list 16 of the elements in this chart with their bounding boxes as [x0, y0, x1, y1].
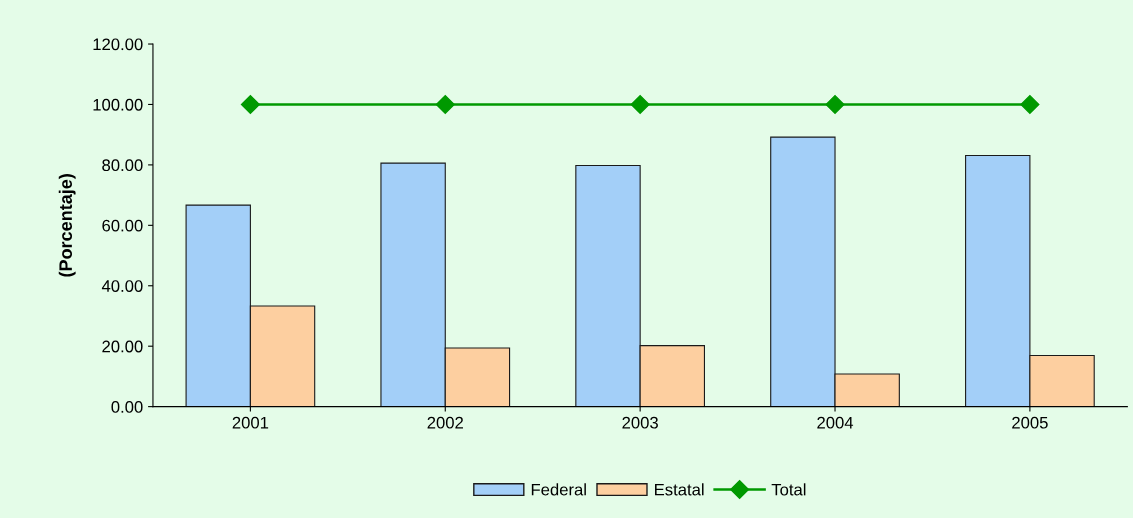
x-tick-label: 2005: [1012, 416, 1048, 429]
x-tick-label: 2001: [232, 416, 269, 429]
x-tick-label: 2004: [817, 416, 854, 429]
y-tick-label: 0.00: [111, 401, 143, 413]
y-tick-label: 80.00: [102, 159, 143, 172]
legend-label: Federal: [531, 483, 586, 496]
y-tick-label: 60.00: [102, 219, 143, 232]
y-axis-title: (Porcentaje): [58, 174, 76, 277]
y-tick-label: 20.00: [102, 340, 143, 353]
x-tick-label: 2002: [427, 416, 463, 429]
legend-label: Total: [771, 483, 806, 496]
x-tick-label: 2003: [622, 416, 658, 429]
y-tick-label: 40.00: [101, 280, 143, 292]
y-tick-label: 100.00: [93, 98, 143, 111]
legend-label: Estatal: [655, 483, 704, 496]
y-tick-label: 120.00: [93, 38, 143, 51]
